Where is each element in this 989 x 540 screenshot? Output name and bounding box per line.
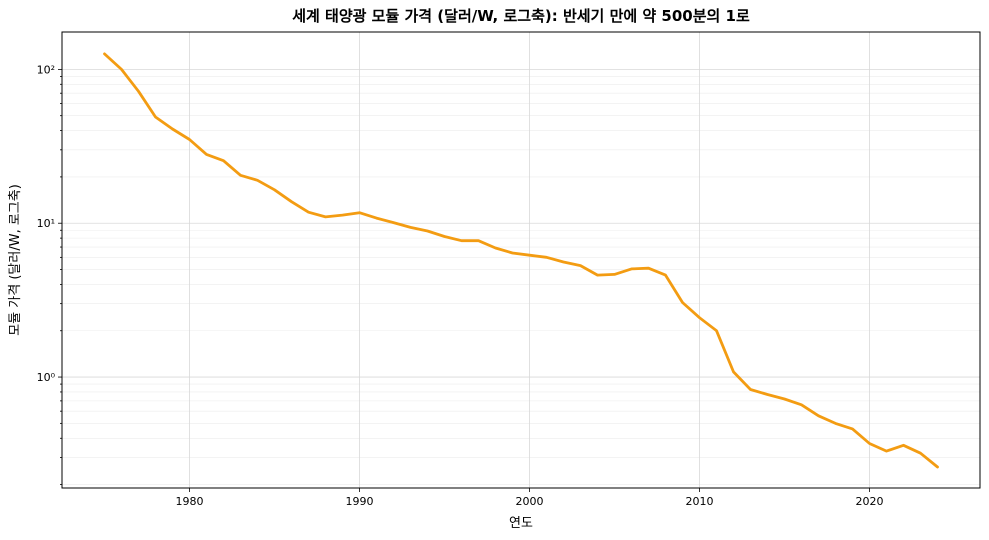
y-tick-label: 10² <box>37 63 55 76</box>
plot-frame <box>61 31 981 489</box>
x-tick-label: 2010 <box>686 495 714 508</box>
y-axis-label: 모듈 가격 (달러/W, 로그축) <box>8 184 23 336</box>
series-layer <box>103 52 939 469</box>
x-tick-label: 2000 <box>516 495 544 508</box>
y-tick-label: 10¹ <box>37 217 55 230</box>
ticks-layer: 10⁰ 10¹ 10² 1980 1990 2000 2010 2020 <box>37 63 884 508</box>
price-series-line <box>103 52 939 469</box>
x-axis-label: 연도 <box>509 516 533 531</box>
x-tick-label: 2020 <box>856 495 884 508</box>
y-tick-label: 10⁰ <box>37 371 56 384</box>
x-tick-label: 1990 <box>346 495 374 508</box>
x-tick-label: 1980 <box>176 495 204 508</box>
chart-title: 세계 태양광 모듈 가격 (달러/W, 로그축): 반세기 만에 약 500분의… <box>292 7 750 25</box>
grid-layer <box>62 32 980 488</box>
